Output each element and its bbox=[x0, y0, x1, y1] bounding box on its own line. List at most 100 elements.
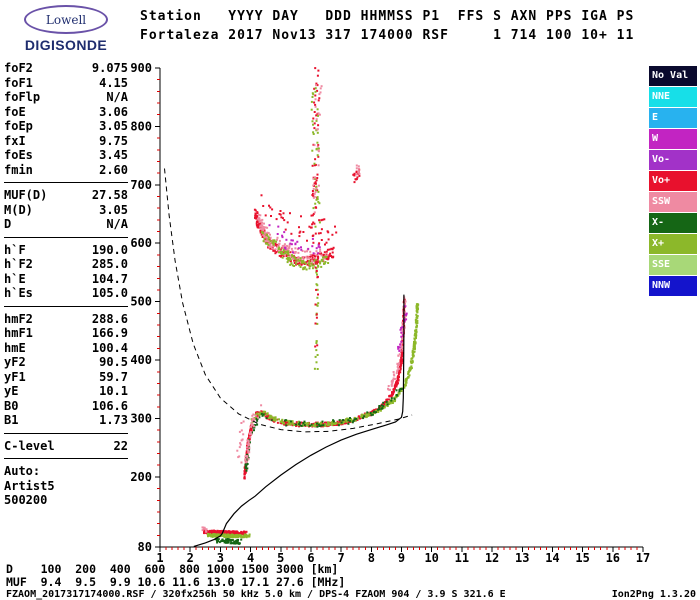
echo-point bbox=[414, 342, 417, 345]
echo-point bbox=[300, 424, 303, 427]
echo-point bbox=[413, 343, 416, 346]
echo-point bbox=[410, 360, 413, 363]
echo-point bbox=[281, 256, 284, 259]
echo-point bbox=[385, 400, 388, 403]
echo-point bbox=[314, 105, 317, 108]
echo-point bbox=[293, 262, 296, 264]
echo-point bbox=[321, 260, 324, 263]
echo-point bbox=[263, 234, 266, 237]
echo-point bbox=[272, 243, 275, 246]
echo-point bbox=[312, 192, 314, 195]
parameter-label: foF2 bbox=[4, 61, 33, 75]
echo-point bbox=[309, 250, 312, 253]
echo-point bbox=[251, 423, 254, 426]
echo-point bbox=[270, 419, 273, 422]
echo-point bbox=[315, 270, 318, 272]
echo-point bbox=[325, 250, 328, 253]
echo-point bbox=[281, 234, 284, 237]
echo-point bbox=[297, 251, 300, 254]
echo-point bbox=[316, 275, 319, 278]
echo-point bbox=[274, 244, 277, 247]
echo-point bbox=[313, 259, 316, 262]
echo-point bbox=[237, 534, 240, 537]
echo-point bbox=[319, 248, 322, 251]
echo-point bbox=[286, 419, 289, 422]
echo-point bbox=[313, 162, 316, 165]
echo-point bbox=[399, 365, 402, 368]
echo-point bbox=[364, 413, 367, 416]
echo-point bbox=[315, 247, 318, 250]
echo-point bbox=[412, 347, 415, 350]
echo-point bbox=[314, 257, 317, 260]
echo-point bbox=[316, 284, 319, 287]
echo-point bbox=[247, 440, 250, 442]
echo-point bbox=[298, 264, 301, 267]
echo-point bbox=[317, 147, 320, 150]
parameter-label: 500200 bbox=[4, 493, 48, 507]
echo-point bbox=[286, 221, 289, 224]
echo-point bbox=[235, 536, 238, 538]
echo-point bbox=[401, 338, 404, 341]
echo-point bbox=[310, 108, 313, 111]
echo-point bbox=[318, 113, 321, 116]
echo-point bbox=[377, 408, 379, 411]
parameter-label: M(D) bbox=[4, 202, 33, 217]
echo-point bbox=[310, 423, 313, 426]
echo-point bbox=[318, 202, 321, 205]
echo-point bbox=[309, 253, 312, 256]
parameter-value: 2.60 bbox=[99, 162, 128, 177]
echo-point bbox=[326, 248, 329, 251]
echo-point bbox=[306, 250, 308, 253]
echo-point bbox=[311, 259, 313, 262]
echo-point bbox=[266, 226, 269, 229]
y-tick-label: 900 bbox=[130, 61, 152, 75]
echo-point bbox=[300, 215, 302, 218]
echo-point bbox=[359, 417, 362, 420]
echo-point bbox=[250, 425, 253, 428]
echo-point bbox=[265, 233, 268, 236]
echo-point bbox=[353, 174, 356, 177]
echo-point bbox=[264, 238, 267, 241]
echo-point bbox=[226, 530, 229, 533]
echo-point bbox=[230, 531, 233, 534]
parameter-label: h`Es bbox=[4, 286, 33, 300]
echo-point bbox=[313, 211, 316, 214]
echo-point bbox=[413, 342, 416, 345]
echo-point bbox=[335, 231, 338, 234]
parameter-value: 1.73 bbox=[99, 413, 128, 427]
echo-point bbox=[207, 535, 209, 538]
echo-point bbox=[290, 262, 293, 265]
group-separator bbox=[4, 432, 128, 434]
echo-point bbox=[356, 417, 359, 420]
echo-point bbox=[317, 112, 320, 115]
parameter-label: D bbox=[4, 217, 12, 231]
echo-point bbox=[415, 316, 418, 319]
echo-point bbox=[328, 248, 331, 251]
parameter-row: yE 10.1 bbox=[4, 384, 128, 399]
group-separator bbox=[4, 182, 128, 183]
y-tick-label: 400 bbox=[130, 353, 152, 367]
echo-point bbox=[400, 348, 403, 351]
echo-point bbox=[266, 231, 269, 234]
echo-point bbox=[201, 529, 204, 532]
echo-point bbox=[315, 185, 318, 188]
echo-point bbox=[260, 224, 263, 227]
echo-point bbox=[316, 141, 319, 144]
echo-point bbox=[314, 176, 317, 179]
echo-point bbox=[313, 182, 316, 185]
echo-point bbox=[285, 246, 288, 249]
echo-point bbox=[257, 224, 259, 226]
echo-point bbox=[271, 241, 274, 244]
echo-point bbox=[252, 417, 255, 420]
echo-point bbox=[203, 529, 205, 532]
echo-point bbox=[298, 226, 300, 229]
echo-point bbox=[315, 250, 318, 253]
echo-point bbox=[330, 254, 333, 257]
echo-point bbox=[302, 423, 305, 426]
x-tick-label: 11 bbox=[455, 551, 469, 565]
overlay-curves bbox=[164, 168, 413, 547]
echo-point bbox=[335, 422, 338, 424]
echo-point bbox=[315, 206, 318, 209]
echo-point bbox=[268, 418, 271, 421]
echo-point bbox=[332, 255, 335, 258]
